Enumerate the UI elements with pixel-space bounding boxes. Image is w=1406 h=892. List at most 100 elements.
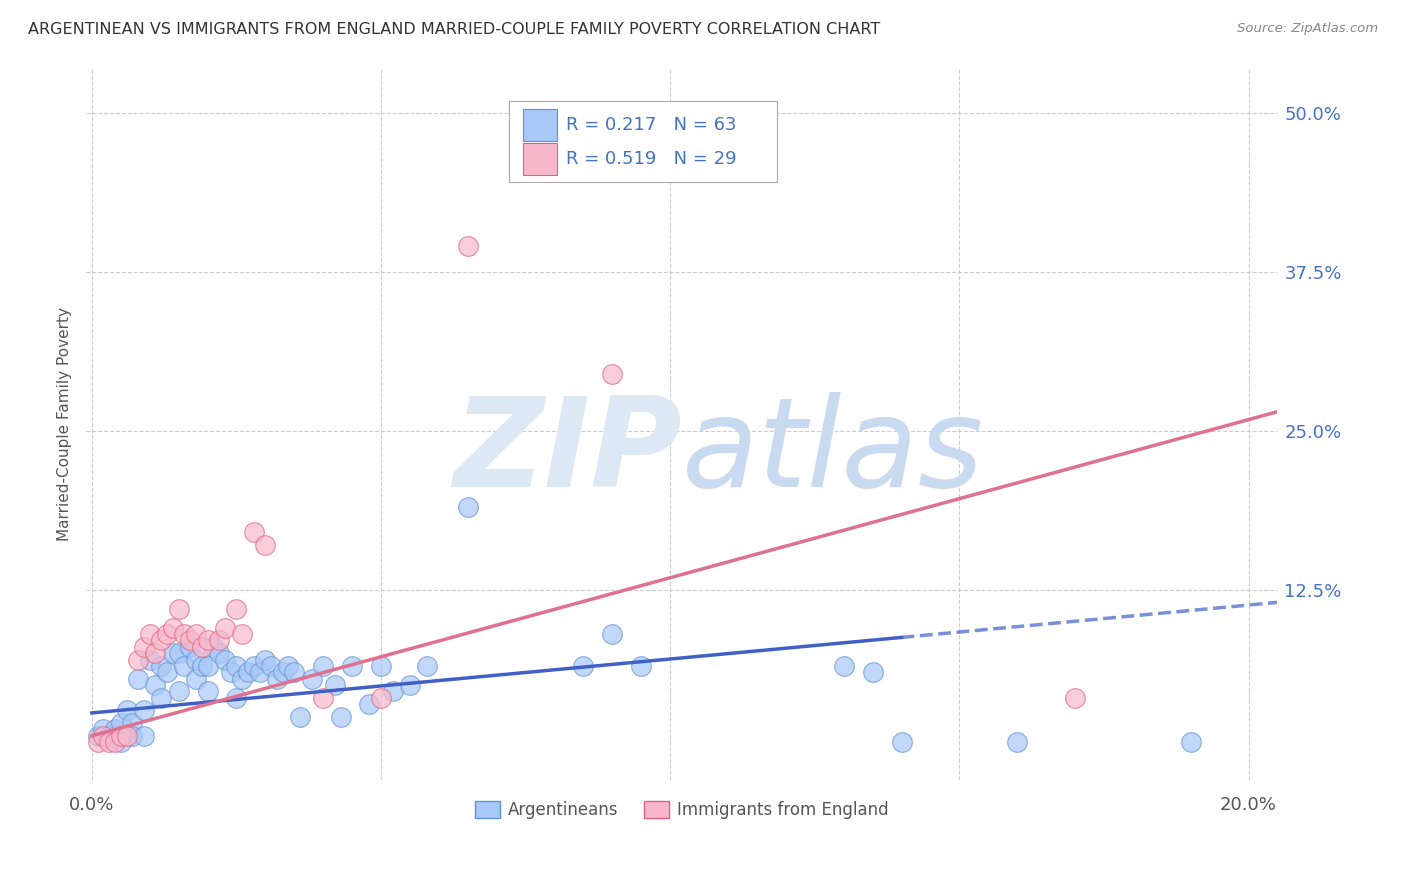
Point <box>145 678 167 692</box>
Point <box>214 621 236 635</box>
Point <box>225 659 247 673</box>
Point <box>329 710 352 724</box>
Point <box>138 652 160 666</box>
Point <box>225 690 247 705</box>
Point <box>214 652 236 666</box>
Point <box>271 665 294 680</box>
Point <box>381 684 404 698</box>
Point <box>301 672 323 686</box>
Point <box>208 646 231 660</box>
Point <box>890 735 912 749</box>
Point <box>254 652 277 666</box>
Point <box>190 659 212 673</box>
Point <box>98 729 121 743</box>
Point <box>132 640 155 654</box>
Point <box>370 690 392 705</box>
Point <box>370 659 392 673</box>
Point <box>86 735 108 749</box>
Point <box>162 646 184 660</box>
Point <box>243 659 266 673</box>
Point <box>167 601 190 615</box>
Point <box>167 646 190 660</box>
Point <box>173 627 195 641</box>
Point <box>340 659 363 673</box>
Point <box>312 690 335 705</box>
Point <box>145 646 167 660</box>
Point <box>630 659 652 673</box>
Point <box>104 723 127 737</box>
Text: Source: ZipAtlas.com: Source: ZipAtlas.com <box>1237 22 1378 36</box>
Point <box>184 672 207 686</box>
Point <box>254 538 277 552</box>
Text: ZIP: ZIP <box>453 392 682 514</box>
Point <box>127 672 149 686</box>
Point <box>115 703 138 717</box>
Point <box>110 735 132 749</box>
Point <box>110 729 132 743</box>
Point <box>862 665 884 680</box>
Point <box>457 500 479 514</box>
Text: R = 0.217   N = 63: R = 0.217 N = 63 <box>567 117 737 135</box>
Point <box>167 684 190 698</box>
Point <box>208 633 231 648</box>
Point <box>156 665 179 680</box>
Point <box>184 627 207 641</box>
Point <box>416 659 439 673</box>
FancyBboxPatch shape <box>523 143 557 175</box>
Text: R = 0.519   N = 29: R = 0.519 N = 29 <box>567 150 737 168</box>
Point <box>150 659 173 673</box>
Point <box>138 627 160 641</box>
Point <box>121 729 143 743</box>
Point <box>231 672 253 686</box>
Point <box>197 659 219 673</box>
Point <box>231 627 253 641</box>
Y-axis label: Married-Couple Family Poverty: Married-Couple Family Poverty <box>58 308 72 541</box>
Point <box>127 652 149 666</box>
Point <box>156 627 179 641</box>
Point <box>832 659 855 673</box>
Point <box>277 659 299 673</box>
Point <box>602 367 624 381</box>
Legend: Argentineans, Immigrants from England: Argentineans, Immigrants from England <box>468 794 896 825</box>
Point <box>202 640 225 654</box>
Point <box>93 729 115 743</box>
Text: atlas: atlas <box>682 392 984 514</box>
Point <box>399 678 422 692</box>
Point <box>104 735 127 749</box>
Point <box>132 729 155 743</box>
Point <box>179 640 201 654</box>
Point <box>184 652 207 666</box>
Point <box>288 710 311 724</box>
Point <box>236 665 259 680</box>
Point <box>225 601 247 615</box>
Point <box>219 665 242 680</box>
Point <box>260 659 283 673</box>
FancyBboxPatch shape <box>509 101 778 182</box>
Point <box>457 239 479 253</box>
Point <box>173 659 195 673</box>
Point <box>115 729 138 743</box>
Text: ARGENTINEAN VS IMMIGRANTS FROM ENGLAND MARRIED-COUPLE FAMILY POVERTY CORRELATION: ARGENTINEAN VS IMMIGRANTS FROM ENGLAND M… <box>28 22 880 37</box>
Point <box>132 703 155 717</box>
Point <box>190 640 212 654</box>
Point <box>197 633 219 648</box>
Point <box>86 729 108 743</box>
Point <box>312 659 335 673</box>
Point <box>93 723 115 737</box>
Point <box>110 716 132 731</box>
Point <box>1180 735 1202 749</box>
Point <box>121 716 143 731</box>
Point <box>243 525 266 540</box>
Point <box>359 697 381 711</box>
Point <box>1005 735 1028 749</box>
Point <box>249 665 271 680</box>
Point <box>197 684 219 698</box>
Point <box>150 633 173 648</box>
Point <box>1064 690 1087 705</box>
Point <box>572 659 595 673</box>
Point <box>162 621 184 635</box>
Point <box>179 633 201 648</box>
Point <box>266 672 288 686</box>
Point <box>150 690 173 705</box>
Point <box>602 627 624 641</box>
